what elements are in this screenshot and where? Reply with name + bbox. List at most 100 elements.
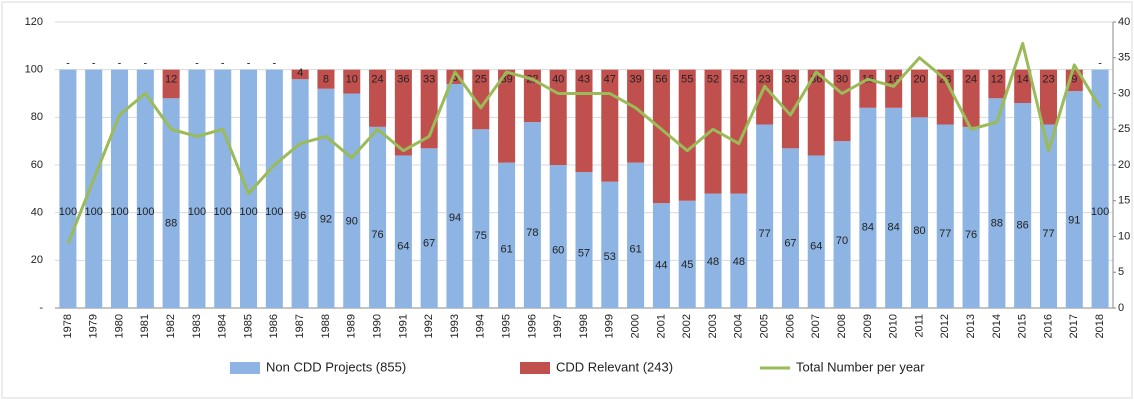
bar-segment: [162, 98, 180, 309]
legend-label: Non CDD Projects (855): [266, 359, 406, 374]
y-tick-label: 100: [25, 64, 43, 76]
x-tick-label: 1994: [475, 314, 487, 338]
y2-tick-label: 10: [1118, 230, 1130, 242]
data-label: 80: [913, 225, 925, 237]
bar-segment: [85, 69, 103, 309]
bar-segment: [472, 69, 490, 130]
data-label: 94: [449, 212, 461, 224]
data-label: 92: [320, 214, 332, 226]
data-label: 25: [475, 74, 487, 86]
data-label: 20: [913, 74, 925, 86]
data-label: 9: [1071, 74, 1077, 86]
data-label: -: [221, 58, 225, 70]
x-tick-label: 1985: [242, 314, 254, 338]
bar-segment: [498, 69, 516, 163]
bar-segment: [343, 69, 361, 94]
x-tick-label: 1978: [62, 314, 74, 338]
bar-segment: [936, 124, 954, 308]
y-tick-label: 40: [31, 207, 43, 219]
data-label: -: [118, 58, 122, 70]
data-label: 36: [397, 74, 409, 86]
data-label: 30: [836, 74, 848, 86]
bar-segment: [988, 69, 1006, 99]
data-label: 84: [888, 221, 900, 233]
x-tick-label: 1982: [165, 314, 177, 338]
bar-segment: [910, 117, 928, 308]
bar-segment: [756, 124, 774, 308]
x-tick-label: 2006: [784, 314, 796, 338]
data-label: 40: [552, 74, 564, 86]
data-label: 12: [165, 74, 177, 86]
data-label: 84: [862, 221, 874, 233]
bar-segment: [59, 69, 77, 309]
y-tick-label: 120: [25, 16, 43, 28]
data-label: 77: [759, 228, 771, 240]
x-tick-label: 1986: [268, 314, 280, 338]
y-tick-label: 80: [31, 111, 43, 123]
x-tick-label: 2004: [733, 314, 745, 338]
data-label: 100: [136, 206, 154, 218]
data-label: 77: [1042, 228, 1054, 240]
x-tick-label: 2002: [681, 314, 693, 338]
bar-segment: [627, 69, 645, 163]
y2-tick-label: 35: [1118, 52, 1130, 64]
legend-label: Total Number per year: [796, 359, 925, 374]
data-label: 48: [707, 256, 719, 268]
bar-segment: [549, 165, 567, 308]
x-tick-label: 1987: [294, 314, 306, 338]
data-label: 100: [110, 206, 128, 218]
data-label: 64: [810, 241, 822, 253]
bar-segment: [859, 107, 877, 308]
x-tick-label: 1998: [578, 314, 590, 338]
x-tick-label: 1980: [113, 314, 125, 338]
bar-segment: [1039, 124, 1058, 308]
legend-swatch: [520, 362, 550, 374]
bar-segment: [472, 129, 490, 308]
y2-tick-label: 40: [1118, 16, 1130, 28]
bar-segment: [601, 69, 619, 182]
bar-segment: [962, 126, 980, 308]
bar-segment: [265, 69, 283, 309]
data-label: 76: [371, 229, 383, 241]
x-tick-label: 2011: [913, 314, 925, 338]
x-tick-label: 1993: [449, 314, 461, 338]
data-label: 4: [297, 67, 303, 79]
x-tick-label: 2018: [1094, 314, 1106, 338]
data-label: 100: [1091, 206, 1109, 218]
bar-segment: [162, 69, 180, 99]
bar-segment: [601, 181, 619, 308]
bar-segment: [730, 69, 748, 194]
bar-segment: [369, 126, 387, 308]
x-tick-label: 2017: [1068, 314, 1080, 338]
data-label: 90: [346, 216, 358, 228]
data-label: 61: [500, 243, 512, 255]
data-label: -: [143, 58, 147, 70]
data-label: 24: [371, 74, 383, 86]
x-tick-label: 2012: [939, 314, 951, 338]
bar-segment: [652, 69, 670, 204]
bar-segment: [369, 69, 387, 127]
y-tick-label: 20: [31, 254, 43, 266]
data-label: 67: [423, 238, 435, 250]
bar-segment: [110, 69, 129, 309]
data-label: 12: [991, 74, 1003, 86]
data-label: 78: [526, 227, 538, 239]
data-label: 67: [784, 238, 796, 250]
data-label: 45: [681, 259, 693, 271]
bar-segment: [1091, 69, 1109, 309]
x-tick-label: 1983: [191, 314, 203, 338]
x-tick-label: 1999: [604, 314, 616, 338]
bar-segment: [1065, 91, 1083, 308]
x-tick-label: 2008: [836, 314, 848, 338]
data-label: 86: [1017, 219, 1029, 231]
data-label: 57: [578, 247, 590, 259]
data-label: 6: [452, 72, 458, 84]
bar-segment: [807, 69, 825, 156]
x-tick-label: 2013: [965, 314, 977, 338]
data-label: 100: [239, 206, 257, 218]
data-label: 88: [165, 218, 177, 230]
bar-segment: [807, 155, 825, 308]
y-tick-label: 60: [31, 159, 43, 171]
x-tick-label: 1981: [139, 314, 151, 338]
